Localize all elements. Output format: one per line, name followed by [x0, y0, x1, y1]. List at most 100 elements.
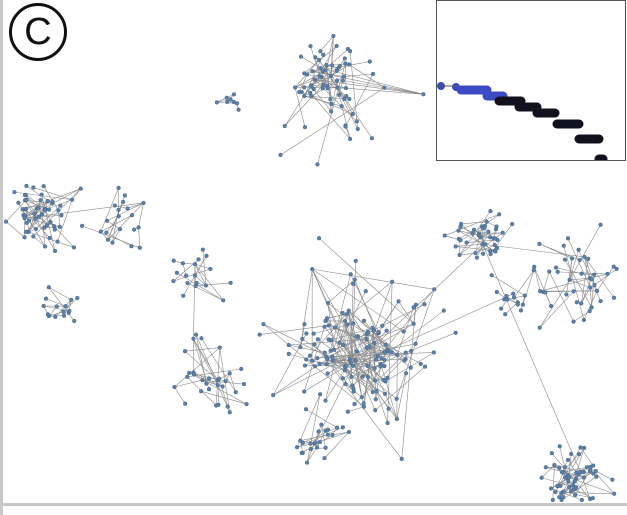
graph-edge: [475, 244, 495, 254]
graph-edge: [551, 452, 591, 500]
graph-node: [183, 401, 188, 406]
graph-edge: [352, 293, 514, 367]
graph-node: [46, 285, 51, 290]
graph-node: [418, 361, 423, 367]
graph-edge: [48, 287, 72, 301]
graph-edge: [35, 205, 61, 230]
graph-node: [324, 362, 329, 367]
graph-edge: [539, 291, 574, 328]
graph-node: [518, 308, 524, 313]
graph-node: [422, 302, 427, 307]
graph-node: [206, 387, 212, 392]
graph-node: [216, 376, 222, 381]
graph-edge: [559, 446, 568, 477]
graph-edge: [475, 232, 503, 254]
graph-node: [315, 356, 320, 361]
graph-edge: [296, 427, 343, 448]
graph-node: [206, 376, 212, 381]
graph-node: [592, 282, 597, 288]
graph-node: [50, 199, 55, 204]
graph-node: [317, 439, 323, 445]
graph-edge: [328, 325, 352, 378]
graph-edge: [306, 394, 321, 463]
graph-edge: [398, 301, 414, 324]
graph-node: [332, 325, 338, 330]
graph-edge: [288, 344, 325, 353]
graph-edge: [195, 334, 231, 413]
graph-node: [203, 283, 209, 288]
graph-edge: [33, 187, 73, 201]
graph-node: [329, 101, 334, 107]
graph-edge: [176, 272, 224, 301]
graph-edge: [356, 351, 384, 381]
graph-node: [403, 350, 408, 355]
graph-node: [594, 474, 599, 479]
graph-edge: [349, 51, 359, 130]
graph-edge: [296, 394, 321, 448]
graph-node: [340, 376, 346, 381]
graph-node: [372, 340, 377, 346]
graph-node: [204, 253, 209, 258]
graph-node: [57, 224, 63, 229]
graph-node: [45, 312, 50, 317]
graph-node: [373, 408, 378, 413]
graph-edge: [555, 267, 582, 274]
graph-node: [278, 152, 283, 158]
graph-node: [342, 56, 347, 61]
graph-edge: [106, 220, 121, 230]
graph-node: [442, 233, 447, 238]
graph-node: [116, 207, 121, 212]
graph-node: [413, 341, 418, 346]
graph-node: [199, 336, 204, 341]
graph-node: [302, 71, 307, 76]
graph-node: [54, 304, 59, 309]
graph-edge: [47, 188, 81, 202]
graph-node: [549, 451, 554, 456]
graph-node: [297, 89, 302, 95]
graph-edge: [542, 271, 550, 292]
graph-node: [361, 318, 367, 323]
graph-edge: [300, 56, 321, 69]
graph-node: [257, 332, 262, 337]
graph-node: [349, 374, 354, 380]
graph-node: [185, 374, 190, 379]
graph-node: [298, 344, 303, 350]
graph-edge: [106, 202, 144, 222]
graph-edge: [549, 271, 574, 322]
graph-edge: [301, 434, 333, 454]
graph-edge: [472, 214, 500, 234]
graph-node: [334, 425, 340, 430]
graph-node: [294, 445, 300, 450]
graph-edge: [138, 202, 144, 228]
graph-node: [316, 57, 322, 63]
graph-edge: [195, 282, 231, 287]
graph-node: [557, 465, 562, 470]
graph-edge: [314, 79, 424, 95]
graph-edge: [303, 326, 325, 392]
graph-node: [614, 266, 619, 271]
graph-node: [322, 350, 327, 355]
graph-node: [302, 85, 307, 90]
inset-plot: [436, 0, 626, 161]
graph-node: [588, 464, 593, 470]
graph-node: [372, 378, 378, 383]
graph-edge: [567, 459, 577, 474]
graph-edge: [543, 290, 598, 293]
graph-node: [225, 404, 230, 409]
graph-edge: [459, 237, 481, 256]
graph-node: [79, 223, 85, 228]
graph-node: [352, 277, 357, 282]
graph-node: [241, 381, 247, 387]
graph-node: [612, 491, 617, 496]
graph-edge: [187, 368, 242, 378]
graph-node: [318, 49, 323, 54]
graph-node: [47, 235, 52, 241]
graph-edge: [174, 386, 186, 404]
graph-edge: [127, 202, 144, 209]
panel-label: C: [9, 3, 67, 61]
graph-edge: [310, 92, 351, 140]
graph-node: [52, 248, 58, 254]
graph-node: [374, 357, 379, 362]
graph-edge: [481, 226, 484, 254]
graph-node: [586, 256, 591, 261]
